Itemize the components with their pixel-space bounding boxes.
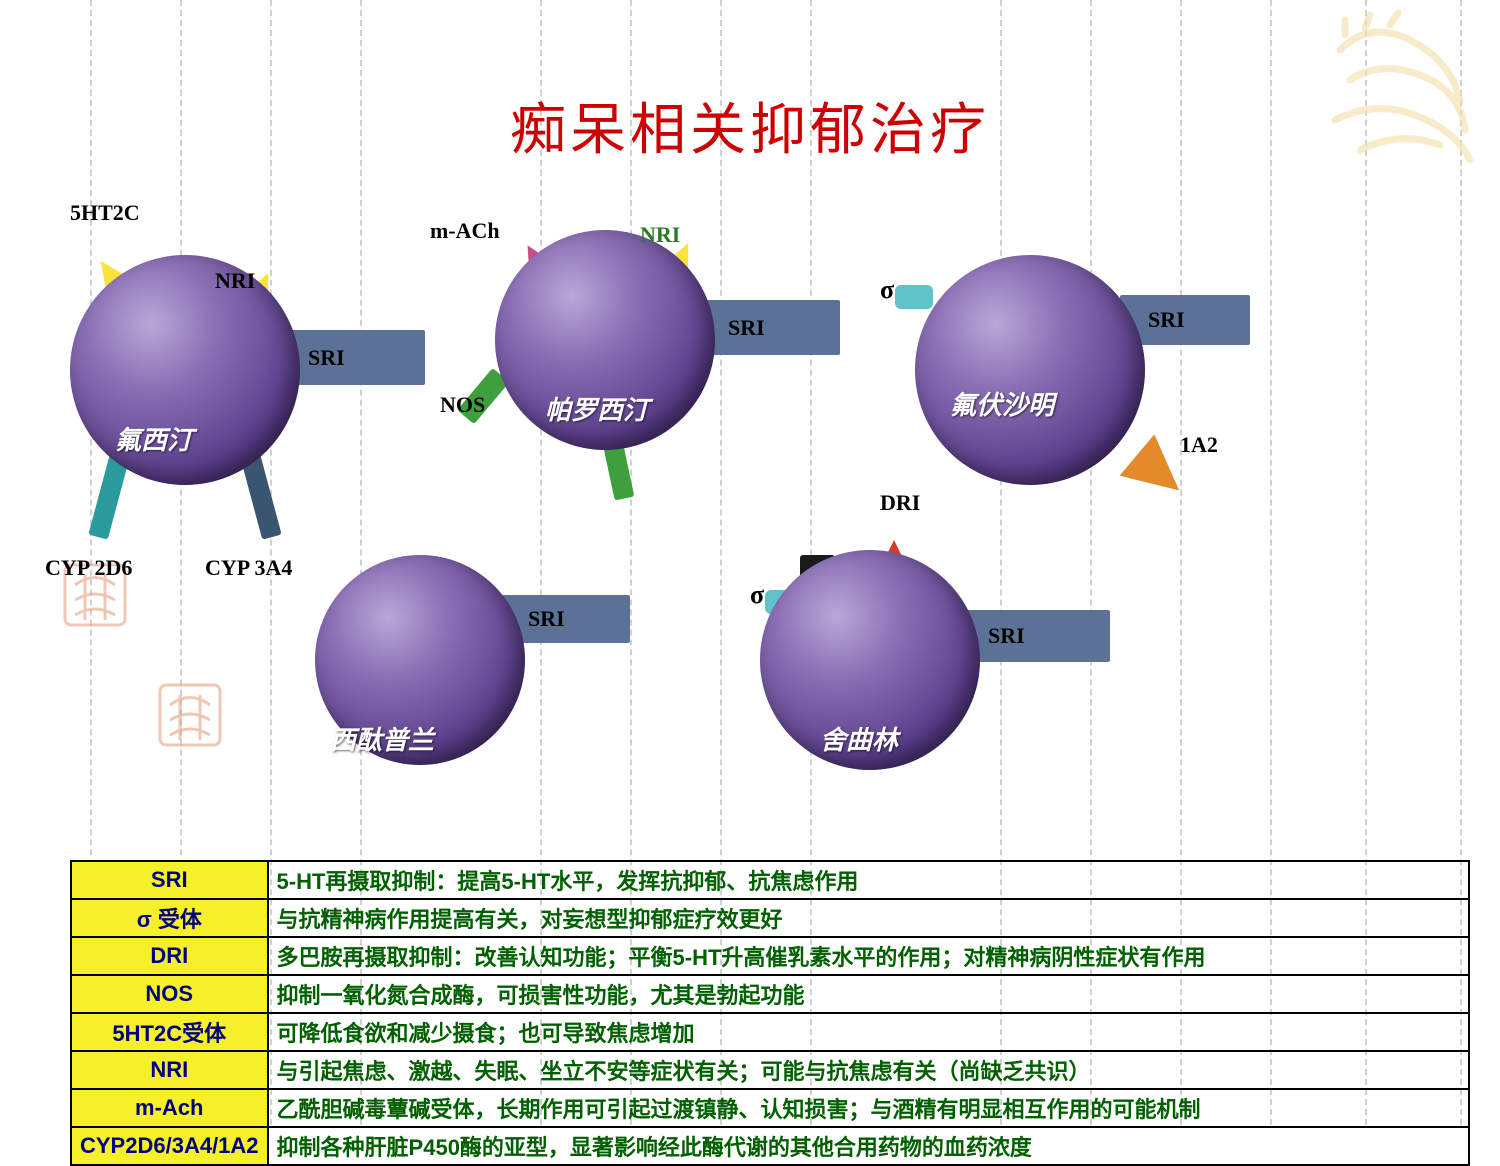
- sri-box-fluoxetine: SRI: [280, 330, 425, 385]
- drug-name-fluoxetine: 氟西汀: [115, 420, 193, 457]
- legend-key: NOS: [71, 975, 268, 1013]
- sri-box-sertraline: SRI: [960, 610, 1110, 662]
- legend-key: CYP2D6/3A4/1A2: [71, 1127, 268, 1165]
- label-fluoxetine: NRI: [215, 268, 255, 294]
- label-paroxetine: NOS: [440, 392, 485, 418]
- drug-name-sertraline: 舍曲林: [820, 720, 898, 757]
- label-sertraline: σ: [750, 580, 764, 610]
- sigma-pill-fluvoxamine: [895, 285, 933, 309]
- legend-key: SRI: [71, 861, 268, 899]
- label-fluoxetine: CYP 2D6: [45, 555, 132, 581]
- title-text: 痴呆相关抑郁治疗: [510, 100, 990, 162]
- sri-box-paroxetine: SRI: [700, 300, 840, 355]
- legend-value: 抑制一氧化氮合成酶，可损害性功能，尤其是勃起功能: [268, 975, 1469, 1013]
- legend-key: 5HT2C受体: [71, 1013, 268, 1051]
- drug-name-fluvoxamine: 氟伏沙明: [950, 385, 1054, 422]
- label-sertraline: DRI: [880, 490, 920, 516]
- legend-key: m-Ach: [71, 1089, 268, 1127]
- legend-key: NRI: [71, 1051, 268, 1089]
- label-fluoxetine: 5HT2C: [70, 200, 140, 226]
- legend-key: DRI: [71, 937, 268, 975]
- legend-value: 与抗精神病作用提高有关，对妄想型抑郁症疗效更好: [268, 899, 1469, 937]
- page-title: 痴呆相关抑郁治疗: [0, 85, 1500, 166]
- sphere-fluvoxamine: [915, 255, 1145, 485]
- label-fluoxetine: CYP 3A4: [205, 555, 292, 581]
- drug-name-paroxetine: 帕罗西汀: [545, 390, 649, 427]
- label-fluvoxamine: 1A2: [1180, 432, 1218, 458]
- label-paroxetine: m-ACh: [430, 218, 500, 244]
- legend-value: 乙酰胆碱毒蕈碱受体，长期作用可引起过渡镇静、认知损害；与酒精有明显相互作用的可能…: [268, 1089, 1469, 1127]
- legend-table: SRI5-HT再摄取抑制：提高5-HT水平，发挥抗抑郁、抗焦虑作用σ 受体与抗精…: [70, 860, 1470, 1166]
- legend-value: 5-HT再摄取抑制：提高5-HT水平，发挥抗抑郁、抗焦虑作用: [268, 861, 1469, 899]
- legend-key: σ 受体: [71, 899, 268, 937]
- legend-value: 可降低食欲和减少摄食；也可导致焦虑增加: [268, 1013, 1469, 1051]
- legend-value: 抑制各种肝脏P450酶的亚型，显著影响经此酶代谢的其他合用药物的血药浓度: [268, 1127, 1469, 1165]
- label-paroxetine: NRI: [640, 222, 680, 248]
- legend-value: 多巴胺再摄取抑制：改善认知功能；平衡5-HT升高催乳素水平的作用；对精神病阴性症…: [268, 937, 1469, 975]
- legend-value: 与引起焦虑、激越、失眠、坐立不安等症状有关；可能与抗焦虑有关（尚缺乏共识）: [268, 1051, 1469, 1089]
- label-fluvoxamine: σ: [880, 275, 894, 305]
- drug-name-citalopram: 西酞普兰: [330, 720, 434, 757]
